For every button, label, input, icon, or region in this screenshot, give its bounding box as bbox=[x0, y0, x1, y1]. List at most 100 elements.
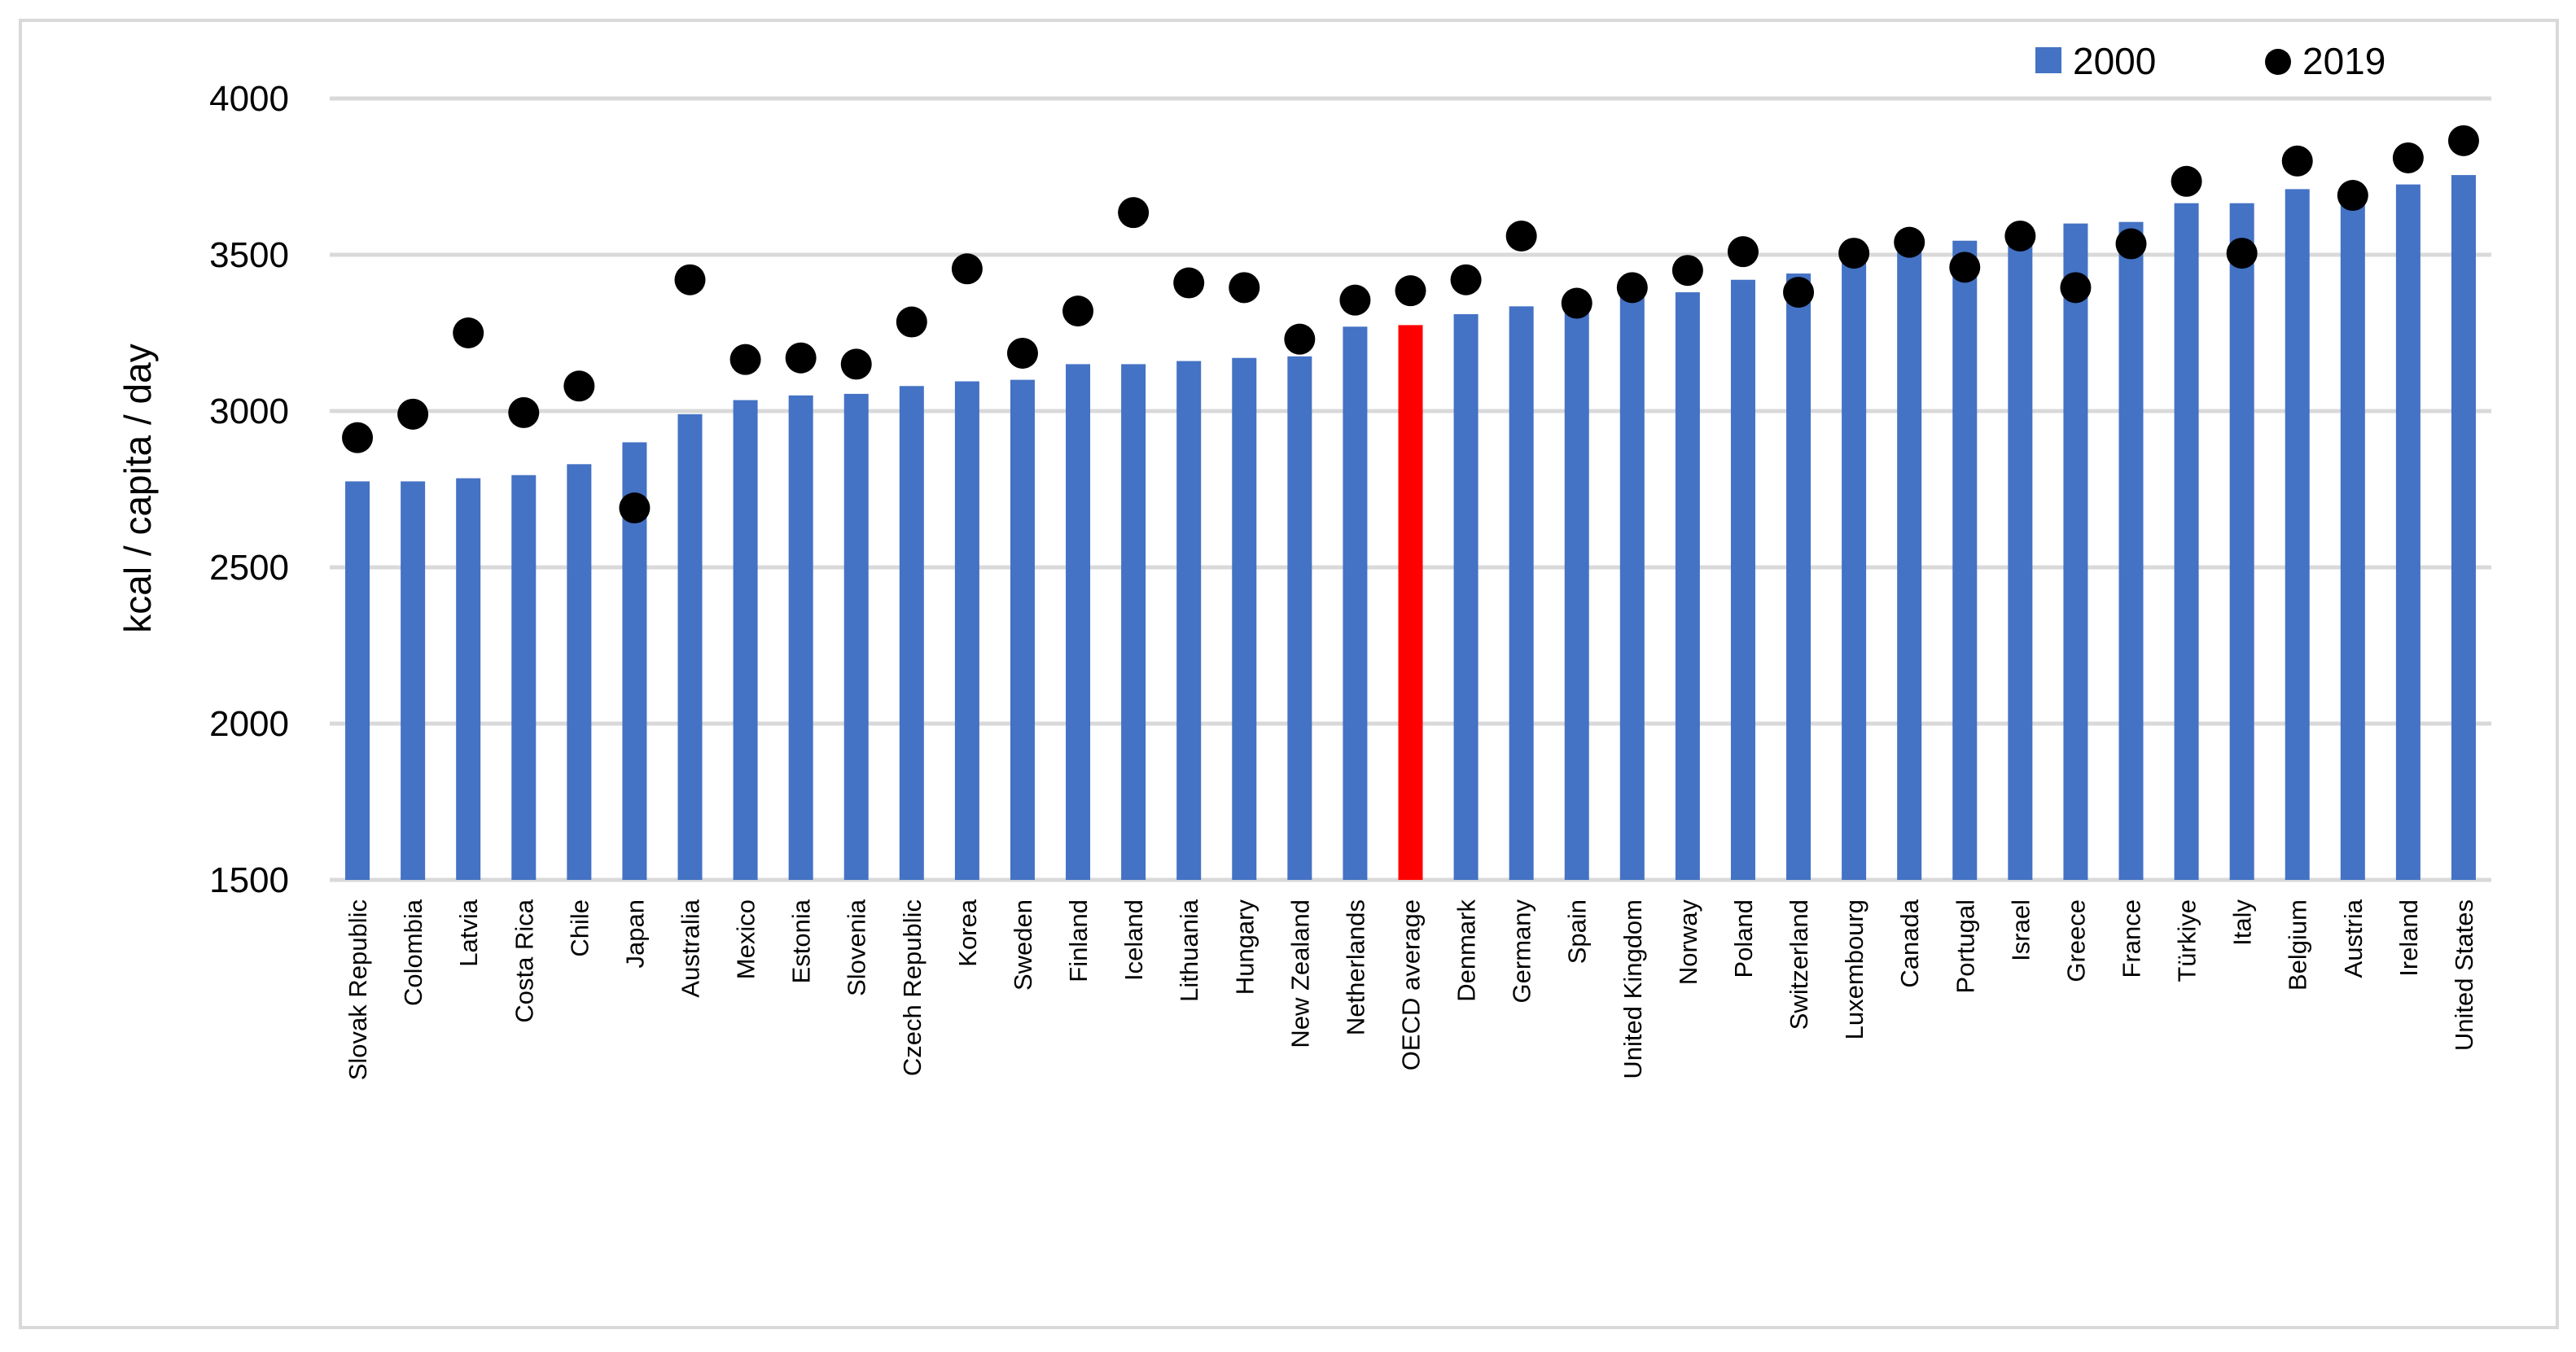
dot-2019 bbox=[1339, 284, 1371, 316]
bars-2000 bbox=[345, 175, 2476, 881]
dot-2019 bbox=[1173, 267, 1205, 299]
bar-2000 bbox=[1509, 306, 1534, 880]
x-tick-label: Austria bbox=[2339, 899, 2368, 978]
x-tick-label: Switzerland bbox=[1785, 899, 1813, 1030]
dot-2019 bbox=[2115, 228, 2147, 260]
dot-2019 bbox=[1450, 264, 1482, 295]
bar-2000 bbox=[1897, 250, 1922, 880]
x-tick-label: Colombia bbox=[399, 899, 427, 1006]
bar-2000 bbox=[511, 475, 537, 880]
dot-2019 bbox=[1616, 272, 1648, 304]
dot-2019 bbox=[397, 398, 429, 430]
dot-2019 bbox=[2337, 180, 2368, 212]
bar-2000 bbox=[788, 395, 813, 880]
x-tick-label: Mexico bbox=[732, 899, 760, 979]
dot-2019 bbox=[2281, 145, 2313, 177]
dot-2019 bbox=[2447, 125, 2479, 156]
dot-2019 bbox=[453, 317, 484, 348]
y-tick-label: 4000 bbox=[209, 79, 289, 119]
x-tick-label: Netherlands bbox=[1341, 899, 1369, 1035]
dot-2019 bbox=[2171, 165, 2202, 197]
y-tick-label: 1500 bbox=[209, 860, 289, 900]
dot-2019 bbox=[1671, 255, 1703, 287]
x-tick-label: Ireland bbox=[2394, 899, 2423, 977]
bar-2000 bbox=[401, 481, 426, 880]
legend-swatch-2019 bbox=[2265, 49, 2291, 75]
legend: 2000 2019 bbox=[2035, 40, 2385, 82]
x-tick-label: Türkiye bbox=[2173, 899, 2201, 982]
x-tick-label: Czech Republic bbox=[898, 899, 927, 1076]
bar-2000 bbox=[1176, 361, 1202, 880]
bar-2000 bbox=[954, 381, 979, 880]
dot-2019 bbox=[563, 370, 595, 402]
dots-2019 bbox=[342, 125, 2479, 524]
dot-2019 bbox=[840, 348, 872, 380]
y-tick-label: 3500 bbox=[209, 235, 289, 275]
dot-2019 bbox=[2226, 238, 2258, 269]
legend-label-2019: 2019 bbox=[2302, 40, 2385, 82]
bar-2000 bbox=[1121, 364, 1146, 880]
bar-2000 bbox=[1232, 357, 1257, 881]
bar-2000 bbox=[899, 386, 924, 880]
legend-swatch-2000 bbox=[2035, 47, 2061, 73]
dot-2019 bbox=[785, 342, 817, 374]
y-tick-label: 3000 bbox=[209, 392, 289, 431]
x-tick-label: Norway bbox=[1674, 899, 1702, 986]
dot-2019 bbox=[342, 422, 374, 453]
bar-2000 bbox=[1398, 325, 1423, 880]
bar-2000 bbox=[1010, 379, 1035, 881]
dot-2019 bbox=[1229, 272, 1260, 304]
x-tick-label: New Zealand bbox=[1286, 899, 1314, 1048]
dot-2019 bbox=[1894, 226, 1925, 258]
x-tick-label: Slovak Republic bbox=[344, 899, 372, 1080]
x-tick-label: Italy bbox=[2228, 899, 2257, 946]
bar-2000 bbox=[2395, 184, 2420, 881]
x-tick-label: United States bbox=[2450, 899, 2478, 1051]
bar-2000 bbox=[2008, 245, 2033, 881]
bar-2000 bbox=[345, 481, 370, 880]
bar-2000 bbox=[2285, 189, 2310, 881]
bar-2000 bbox=[1675, 292, 1700, 881]
dot-2019 bbox=[2004, 220, 2036, 252]
dot-2019 bbox=[1395, 275, 1426, 307]
x-tick-label: Hungary bbox=[1230, 899, 1259, 995]
bar-2000 bbox=[1952, 240, 1978, 881]
bar-2000 bbox=[1343, 326, 1368, 880]
x-tick-label: Lithuania bbox=[1175, 899, 1203, 1002]
y-tick-label: 2000 bbox=[209, 704, 289, 744]
bar-2000 bbox=[2340, 192, 2365, 880]
x-tick-label: Chile bbox=[565, 899, 594, 957]
bar-2000 bbox=[1730, 279, 1755, 881]
bar-2000 bbox=[1842, 257, 1867, 881]
bar-2000 bbox=[2174, 203, 2199, 880]
y-axis-ticks: 1500 2000 2500 3000 3500 4000 bbox=[209, 79, 289, 900]
x-tick-label: Latvia bbox=[454, 899, 483, 966]
x-tick-label: Estonia bbox=[787, 899, 816, 983]
x-axis-labels: Slovak Republic Colombia Latvia Costa Rica C… bbox=[344, 899, 2478, 1080]
x-tick-label: United Kingdom bbox=[1619, 899, 1647, 1079]
dot-2019 bbox=[1838, 238, 1870, 269]
dot-2019 bbox=[2392, 142, 2424, 173]
dot-2019 bbox=[619, 492, 651, 524]
x-tick-label: Portugal bbox=[1951, 899, 1979, 993]
bar-2000 bbox=[456, 478, 481, 880]
x-tick-label: Luxembourg bbox=[1840, 899, 1868, 1039]
dot-2019 bbox=[1561, 287, 1592, 319]
x-tick-label: Japan bbox=[620, 899, 649, 968]
bar-2000 bbox=[1287, 356, 1312, 880]
bar-2000 bbox=[1453, 313, 1479, 881]
y-axis-label: kcal / capita / day bbox=[116, 343, 159, 632]
bar-2000 bbox=[733, 400, 758, 880]
x-tick-label: Finland bbox=[1064, 899, 1093, 982]
dot-2019 bbox=[1949, 252, 1981, 283]
x-tick-label: Slovenia bbox=[843, 899, 871, 996]
x-tick-label: Canada bbox=[1895, 899, 1924, 987]
x-tick-label: Australia bbox=[677, 899, 705, 997]
bar-2000 bbox=[1564, 301, 1589, 881]
x-tick-label: Sweden bbox=[1009, 899, 1037, 991]
y-tick-label: 2500 bbox=[209, 548, 289, 588]
x-tick-label: Iceland bbox=[1119, 899, 1148, 981]
x-tick-label: Israel bbox=[2006, 899, 2035, 961]
x-tick-label: Denmark bbox=[1452, 899, 1481, 1002]
